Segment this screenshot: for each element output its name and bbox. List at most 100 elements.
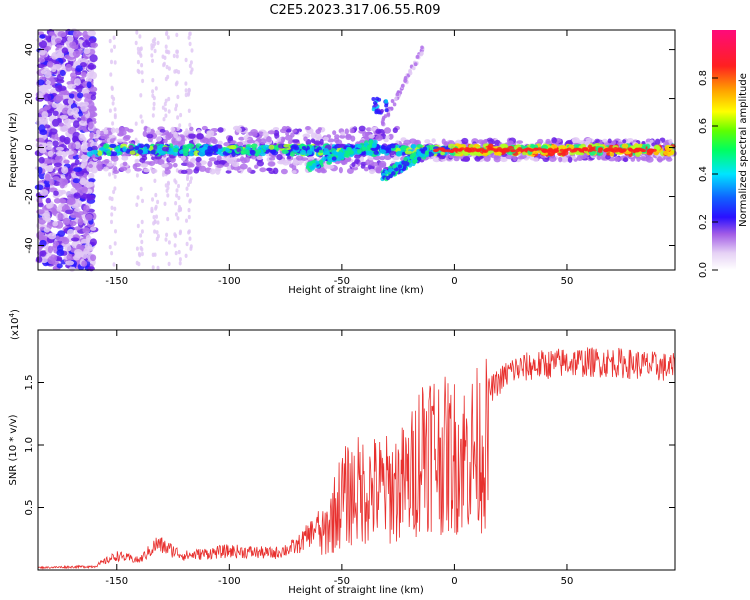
spectrogram-cell [216,164,224,169]
spectrogram-cell [113,174,117,179]
spectrogram-cell [86,81,92,89]
spectrogram-cell [579,148,584,152]
snr-x-label: Height of straight line (km) [288,585,424,596]
spectrogram-cell [140,119,144,124]
spectrogram-cell [65,209,74,215]
spectrogram-cell [76,92,84,99]
spectrogram-cell [219,160,227,165]
spectrogram-cell [90,226,97,231]
spectrogram-cell [385,135,390,139]
spectrogram-cell [340,131,346,136]
spectrogram-cell [44,183,51,188]
spectrogram-cell [310,132,317,139]
spectrogram-cell [134,137,138,142]
spectrogram-cell [256,160,265,167]
spectrogram-cell [173,69,177,74]
spectrogram-cell [53,95,62,103]
spectrogram-cell [75,170,84,177]
spectrogram-cell [79,119,88,126]
spectrogram-cell [547,147,553,151]
spectrogram-cell [174,106,178,112]
spectrogram-cell [65,172,72,180]
spectrogram-cell [90,166,98,174]
spectrogram-cell [67,142,77,150]
spectrogram-cell [384,99,389,104]
spectrogram-cell [195,156,202,163]
spectrogram-cell [109,143,117,148]
spectrogram-cell [39,34,46,39]
spectrogram-cell [65,260,75,266]
spectrogram-cell [38,124,46,133]
spectrogram-cell [151,89,155,94]
spectrogram-cell [62,94,71,101]
spectrogram-cell [150,43,154,48]
spectrogram-cell [285,132,290,136]
spectrogram-cell [72,131,81,140]
spectrogram-cell [359,156,364,162]
spectrogram-cell [392,102,397,107]
snr-y-ticks: 0.5 1.0 1.5 [24,375,675,515]
spectrogram-cell [89,54,98,63]
spectrogram-cell [166,180,170,186]
spectrogram-cell [189,246,193,251]
spectrogram-cell [150,149,156,155]
spectrogram-cell [110,212,114,217]
spectrogram-cell [47,164,54,173]
spectrogram-cell [187,214,191,220]
spectrogram-cell [408,71,413,76]
spectrogram-cell [153,252,157,257]
spectrogram-cell [146,133,154,139]
spectrogram-cell [165,232,169,237]
spectrogram-cell [247,167,252,173]
spectrogram-cell [186,161,194,168]
spectrogram-cell [175,80,179,85]
spectrogram-cell [34,184,44,190]
spectrogram-cell [379,149,387,154]
spectrogram-cell [164,169,171,175]
spectrogram-cell [243,156,251,163]
spectrogram-cell [239,163,248,170]
spectrogram-cell [164,107,167,112]
spectrogram-cell [135,30,139,35]
spectrogram-cell [357,149,362,154]
spectrogram-cell [166,35,170,40]
spectrogram-cell [153,219,157,224]
spectrogram-cell [136,46,140,52]
spectrogram-cell [602,138,608,143]
spectrogram-cell [153,41,157,46]
spectrogram-cell [187,108,191,114]
spectrogram-cell [403,139,412,145]
spectrogram-cell [99,133,108,140]
spectrogram-cell [501,149,507,153]
spectrogram-cell [111,121,115,126]
spectrogram-cell [269,156,276,161]
colorbar-label: Normalized spectral amplitude [738,73,749,227]
spectrogram-cell [165,251,169,256]
spectrogram-cell [45,80,51,86]
spectrogram-cell [153,37,157,42]
spectrogram-cell [306,149,313,156]
spectrogram-cell [213,160,221,166]
spectrogram-cell [139,245,143,251]
spectrogram-cell [209,168,216,175]
spectrogram-cell [285,128,292,133]
spectrogram-cell [140,70,144,75]
spectrogram-cell [377,97,382,102]
spectrogram-cell [172,53,176,59]
spectrogram-cell [621,143,629,149]
spectrogram-cell [138,51,142,56]
spectrogram-cell [416,144,423,148]
spectrogram-cell [54,49,63,58]
spectrogram-cell [108,108,112,113]
spectrogram-cell [301,145,307,150]
spectrogram-cell [432,149,438,153]
spectrogram-cell [600,154,607,160]
spectrogram-cell [70,237,80,242]
spectrogram-cell [184,81,188,86]
spectrogram-cell [244,149,250,155]
spectrogram-cell [188,133,196,139]
spectrogram-cell [365,159,370,166]
spectrogram-cell [44,124,51,129]
spectrogram-cell [82,40,91,48]
spectrogram-cell [139,186,143,192]
